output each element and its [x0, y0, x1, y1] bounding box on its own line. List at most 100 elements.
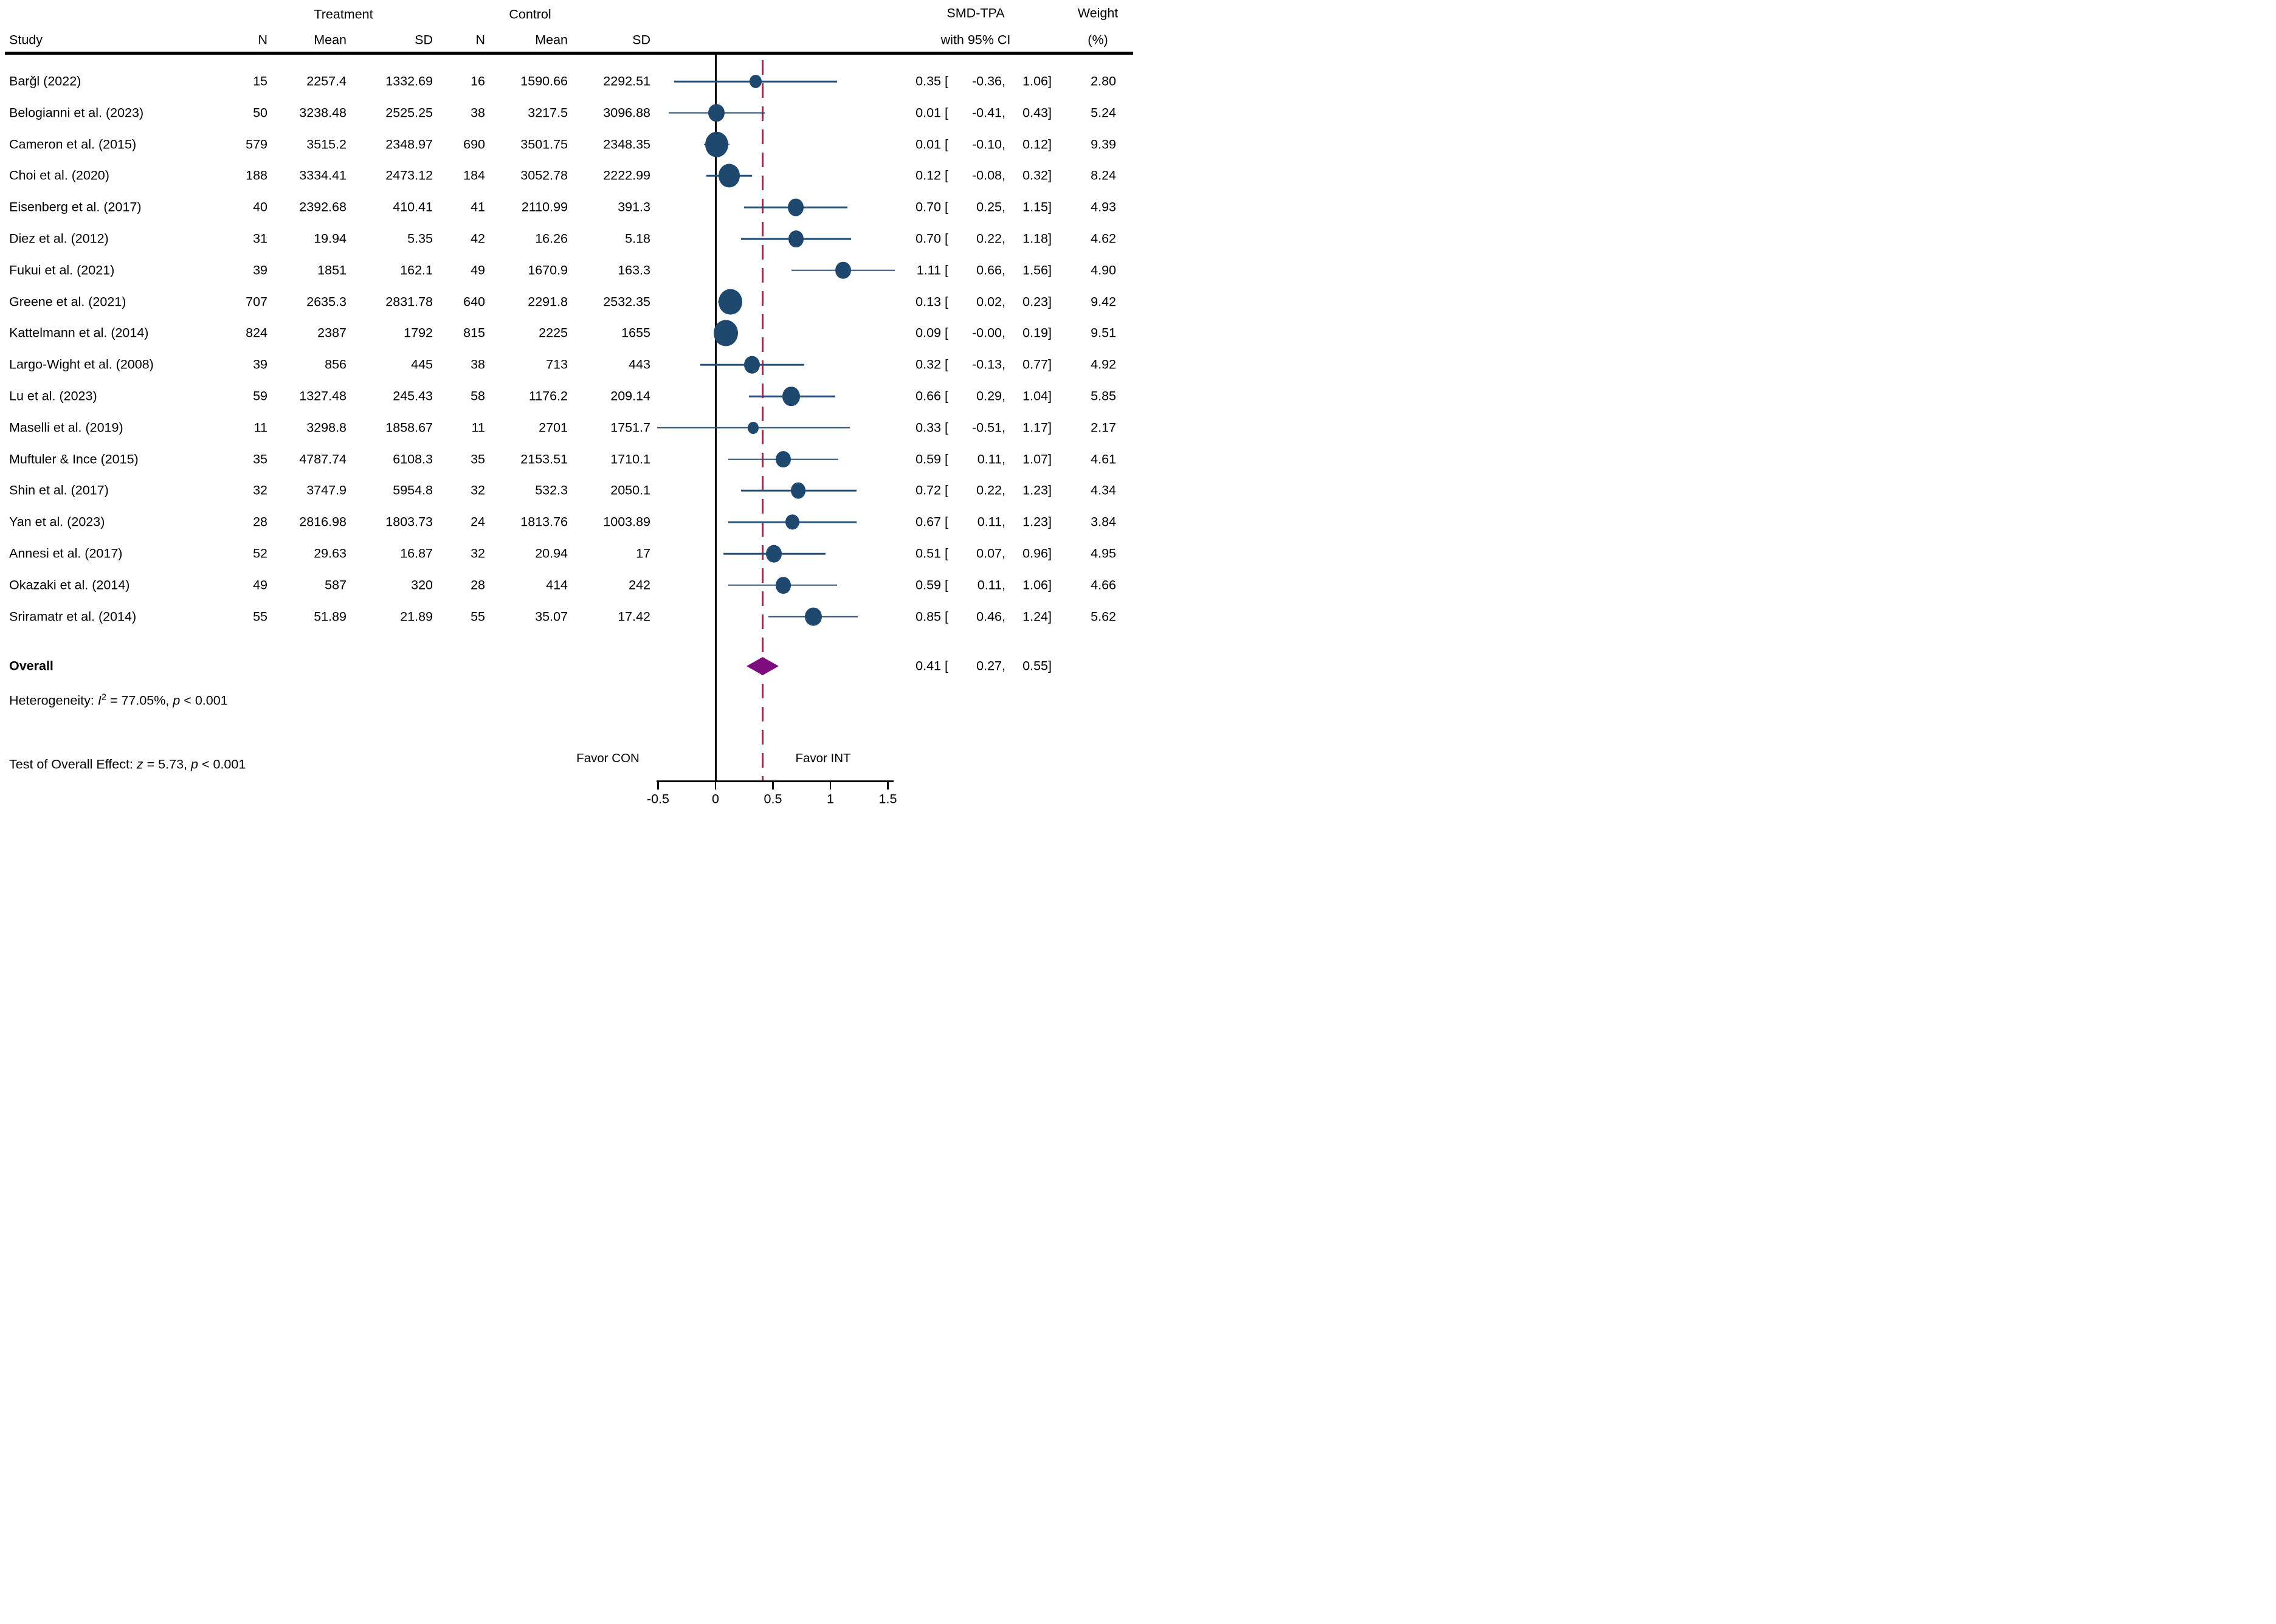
ci-comma: , [1002, 658, 1005, 673]
weight-cell: 4.95 [1091, 546, 1116, 561]
ci-open-bracket: [ [945, 483, 948, 498]
effect-point-marker [705, 131, 729, 157]
control-n-cell: 690 [463, 137, 485, 152]
effect-estimate: 0.70 [916, 231, 941, 246]
weight-cell: 5.85 [1091, 388, 1116, 404]
control-n-cell: 55 [471, 609, 485, 624]
control-sd-cell: 443 [629, 357, 650, 372]
weight-cell: 5.62 [1091, 609, 1116, 624]
control-sd-cell: 242 [629, 577, 650, 593]
x-axis-tick [829, 780, 832, 790]
control-n-cell: 49 [471, 263, 485, 278]
ci-upper: 1.06 [1022, 577, 1048, 593]
effect-point-marker [714, 320, 738, 346]
ci-upper: 0.19 [1022, 325, 1048, 340]
ci-lower: 0.22 [976, 483, 1002, 498]
weight-header-line2: (%) [1088, 32, 1108, 47]
effect-point-marker [719, 289, 742, 315]
study-label: Cameron et al. (2015) [9, 137, 137, 152]
treatment-group-header: Treatment [314, 7, 373, 22]
ci-open-bracket: [ [945, 452, 948, 467]
ci-close-bracket: ] [1048, 137, 1052, 152]
effect-estimate: 0.09 [916, 325, 941, 340]
effect-point-marker [782, 387, 801, 406]
ci-upper: 1.07 [1022, 452, 1048, 467]
ci-upper: 1.15 [1022, 199, 1048, 215]
study-row: Greene et al. (2021) 707 2635.3 2831.78 640 2… [0, 286, 1138, 318]
study-row: Cameron et al. (2015) 579 3515.2 2348.97 690… [0, 129, 1138, 160]
study-row: Barğl (2022) 15 2257.4 1332.69 16 1590.66 2292… [0, 66, 1138, 97]
treatment-sd-cell: 320 [411, 577, 433, 593]
effect-point-marker [790, 482, 806, 499]
effect-ci-text: 0.32 [-0.13, 0.77] [906, 357, 1052, 373]
treatment-sd-cell: 6108.3 [393, 452, 433, 467]
study-label: Kattelmann et al. (2014) [9, 325, 149, 340]
x-axis-tick-label: -0.5 [646, 791, 670, 807]
ci-upper: 1.04 [1022, 388, 1048, 404]
effect-ci-text: 0.67 [0.11, 1.23] [906, 515, 1052, 530]
control-n-cell: 42 [471, 231, 485, 246]
treatment-sd-cell: 5954.8 [393, 483, 433, 498]
effect-ci-text: 0.59 [0.11, 1.07] [906, 452, 1052, 467]
ci-comma: , [1002, 105, 1005, 120]
ci-close-bracket: ] [1048, 105, 1052, 120]
treatment-sd-cell: 1803.73 [385, 514, 433, 529]
effect-ci-text: 0.12 [-0.08, 0.32] [906, 168, 1052, 184]
control-mean-cell: 1176.2 [528, 388, 568, 404]
het-p-symbol: p [173, 693, 181, 708]
effect-ci-text: 1.11 [0.66, 1.56] [906, 263, 1052, 278]
control-sd-cell: 17 [636, 546, 650, 561]
x-axis-tick [887, 780, 889, 790]
effect-ci-text: 0.09 [-0.00, 0.19] [906, 326, 1052, 341]
control-mean-cell: 2110.99 [521, 199, 568, 215]
control-mean-header: Mean [535, 32, 568, 47]
treatment-mean-cell: 2387 [317, 325, 347, 340]
weight-cell: 4.61 [1091, 452, 1116, 467]
ci-close-bracket: ] [1048, 294, 1052, 309]
ci-lower: -0.00 [971, 325, 1002, 340]
overall-diamond-marker [747, 656, 779, 675]
weight-cell: 4.93 [1091, 199, 1116, 215]
ci-lower: 0.07 [976, 546, 1002, 561]
treatment-n-cell: 59 [253, 388, 267, 404]
study-label: Maselli et al. (2019) [9, 420, 123, 435]
effect-estimate: 0.66 [916, 388, 941, 404]
x-axis-tick [772, 780, 774, 790]
control-sd-cell: 17.42 [618, 609, 650, 624]
treatment-sd-cell: 2473.12 [385, 168, 433, 183]
treatment-sd-cell: 2831.78 [385, 294, 433, 309]
het-p-value: < 0.001 [184, 693, 228, 708]
ci-lower: 0.66 [976, 263, 1002, 278]
ci-close-bracket: ] [1048, 420, 1052, 435]
ci-lower: -0.36 [971, 74, 1002, 89]
effect-point-marker [788, 230, 804, 247]
ci-open-bracket: [ [945, 546, 948, 561]
control-n-header: N [475, 32, 485, 47]
ci-lower: 0.11 [977, 452, 1002, 467]
control-mean-cell: 2291.8 [528, 294, 568, 309]
x-axis-line [657, 780, 894, 782]
effect-estimate: 0.01 [916, 137, 941, 152]
ci-open-bracket: [ [945, 514, 948, 529]
ci-lower: 0.11 [977, 577, 1002, 593]
effect-point-marker [775, 576, 791, 594]
ci-lower: 0.25 [976, 199, 1002, 215]
study-row: Kattelmann et al. (2014) 824 2387 1792 815 22… [0, 318, 1138, 349]
ci-comma: , [1002, 388, 1005, 404]
plot-rows-layer: Barğl (2022) 15 2257.4 1332.69 16 1590.66 2292… [0, 0, 1138, 812]
control-sd-cell: 163.3 [618, 263, 650, 278]
ci-open-bracket: [ [945, 263, 948, 278]
weight-cell: 4.92 [1091, 357, 1116, 372]
ci-comma: , [1002, 199, 1005, 215]
study-label: Largo-Wight et al. (2008) [9, 357, 154, 372]
treatment-n-cell: 31 [253, 231, 267, 246]
control-n-cell: 24 [471, 514, 485, 529]
ci-upper: 0.77 [1022, 357, 1048, 372]
z-value: = 5.73, [147, 757, 188, 772]
ci-open-bracket: [ [945, 137, 948, 152]
control-sd-cell: 2222.99 [603, 168, 650, 183]
overall-effect-text: 0.41 [0.27, 0.55] [906, 658, 1052, 673]
ci-lower: -0.13 [971, 357, 1002, 372]
treatment-mean-cell: 2257.4 [306, 74, 347, 89]
effect-point-marker [785, 514, 800, 530]
